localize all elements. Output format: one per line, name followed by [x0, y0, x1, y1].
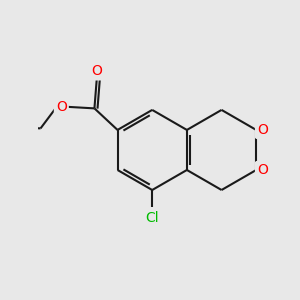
Text: O: O	[257, 163, 268, 177]
Text: O: O	[91, 64, 102, 78]
Text: Cl: Cl	[146, 211, 159, 225]
Text: O: O	[257, 123, 268, 137]
Text: O: O	[56, 100, 67, 114]
